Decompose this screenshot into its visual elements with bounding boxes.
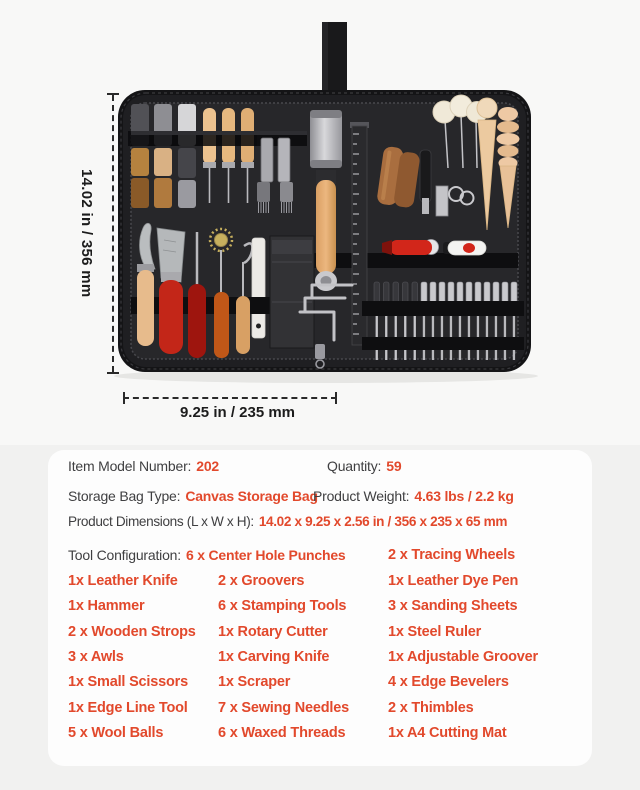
tool-item: 1x Rotary Cutter [218, 624, 328, 640]
scraper [250, 237, 267, 339]
spec-item-model: Item Model Number: 202 [68, 458, 219, 474]
tool-config-label: Tool Configuration: [68, 547, 181, 563]
tool-item: 6 x Waxed Threads [218, 725, 346, 741]
item-model-value: 202 [196, 458, 219, 474]
tool-item: 7 x Sewing Needles [218, 700, 349, 716]
product-photo [114, 22, 538, 383]
case-shadow [114, 369, 538, 383]
spec-tool-config: Tool Configuration: 6 x Center Hole Punch… [68, 547, 346, 563]
spec-section: Item Model Number: 202 Quantity: 59 Storag… [0, 445, 640, 790]
tool-item: 1x Steel Ruler [388, 624, 482, 640]
tool-item: 1x Edge Line Tool [68, 700, 188, 716]
edge-line-tool [419, 149, 449, 217]
tracing-wheel [208, 227, 234, 358]
tool-item: 1x Leather Knife [68, 573, 178, 589]
spec-panel: Item Model Number: 202 Quantity: 59 Storag… [48, 450, 592, 766]
weight-value: 4.63 lbs / 2.2 kg [414, 488, 514, 504]
tool-item: 1x A4 Cutting Mat [388, 725, 507, 741]
leather-knife [137, 222, 156, 346]
tool-item: 2 x Groovers [218, 573, 305, 589]
stamping-tools [257, 182, 293, 213]
product-photo-section: 14.02 in / 356 mm 9.25 in / 235 mm [78, 22, 538, 421]
tool-item: 1x Scraper [218, 674, 291, 690]
leather-dye-pen [443, 240, 487, 256]
spec-quantity: Quantity: 59 [327, 458, 402, 474]
edge-bevelers [260, 137, 291, 183]
tool-item: 2 x Tracing Wheels [388, 547, 515, 563]
spec-weight: Product Weight: 4.63 lbs / 2.2 kg [313, 488, 514, 504]
rotary-cutter [382, 239, 439, 255]
tool-item: 5 x Wool Balls [68, 725, 164, 741]
leather-pieces [377, 146, 420, 208]
tool-item: 2 x Thimbles [388, 700, 474, 716]
quantity-value: 59 [386, 458, 402, 474]
hammer [310, 110, 342, 291]
center-hole-punches [128, 104, 200, 208]
zipper-pull [315, 344, 325, 369]
bag-type-label: Storage Bag Type: [68, 488, 181, 504]
width-dimension-line [123, 392, 337, 404]
dimensions-label: Product Dimensions (L x W x H): [68, 514, 254, 529]
tool-item: 6 x Stamping Tools [218, 598, 347, 614]
tool-item: 3 x Awls [68, 649, 124, 665]
sanding-sheets [269, 235, 315, 349]
tool-item: 1x Carving Knife [218, 649, 330, 665]
tool-item: 3 x Sanding Sheets [388, 598, 518, 614]
hanging-strap [322, 22, 347, 94]
wooden-strops [476, 97, 520, 231]
thimbles [448, 186, 475, 206]
elastic-straps-front [131, 131, 524, 350]
tool-config-value: 6 x Center Hole Punches [185, 547, 346, 563]
wool-balls [432, 94, 488, 169]
steel-ruler [350, 122, 369, 346]
tool-item: 1x Leather Dye Pen [388, 573, 519, 589]
item-model-label: Item Model Number: [68, 458, 192, 474]
awls [200, 108, 257, 203]
dimensions-value: 14.02 x 9.25 x 2.56 in / 356 x 235 x 65 … [258, 514, 508, 529]
bag-type-value: Canvas Storage Bag [185, 488, 318, 504]
spec-dimensions: Product Dimensions (L x W x H): 14.02 x 9… [68, 514, 507, 529]
tool-item: 1x Hammer [68, 598, 145, 614]
spec-bag-type: Storage Bag Type: Canvas Storage Bag [68, 488, 318, 504]
groover [236, 242, 254, 354]
quantity-label: Quantity: [327, 458, 382, 474]
tool-item: 2 x Wooden Strops [68, 624, 196, 640]
tool-item: 4 x Edge Bevelers [388, 674, 509, 690]
carving-knife [156, 227, 186, 354]
height-dimension-label: 14.02 in / 356 mm [78, 169, 95, 298]
height-dimension-line [107, 93, 119, 374]
tool-item: 1x Small Scissors [68, 674, 188, 690]
hex-keys [298, 283, 354, 342]
weight-label: Product Weight: [313, 488, 410, 504]
scratch-awl [188, 232, 206, 358]
tool-item: 1x Adjustable Groover [388, 649, 538, 665]
width-dimension-label: 9.25 in / 235 mm [179, 404, 296, 421]
